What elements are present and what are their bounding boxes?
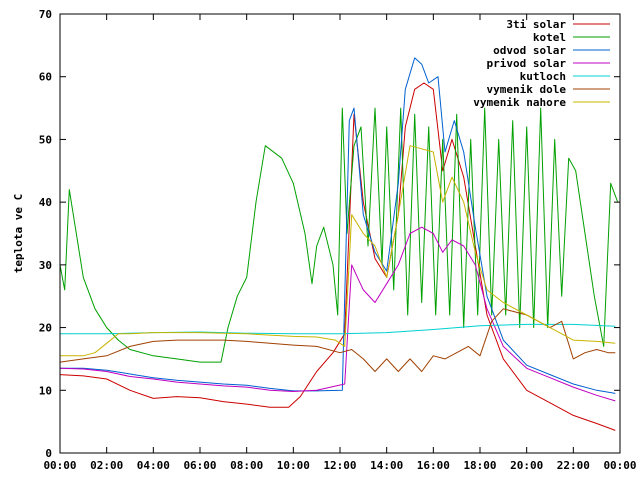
- y-tick-label: 20: [39, 322, 52, 335]
- x-tick-label: 10:00: [277, 459, 310, 472]
- y-tick-label: 50: [39, 133, 52, 146]
- legend-label: vymenik dole: [487, 83, 567, 96]
- x-tick-label: 04:00: [137, 459, 170, 472]
- legend-label: kutloch: [520, 70, 566, 83]
- y-axis-label: teplota ve C: [12, 194, 25, 273]
- x-tick-label: 14:00: [370, 459, 403, 472]
- plot-lines: [59, 57, 619, 431]
- legend-label: 3ti solar: [506, 18, 566, 31]
- x-tick-label: 12:00: [323, 459, 356, 472]
- series-line-6: [60, 145, 616, 357]
- x-tick-label: 20:00: [510, 459, 543, 472]
- legend-label: kotel: [533, 31, 566, 44]
- y-tick-label: 60: [39, 71, 52, 84]
- x-tick-label: 22:00: [557, 459, 590, 472]
- x-tick-label: 16:00: [417, 459, 450, 472]
- legend-label: privod solar: [487, 57, 567, 70]
- x-tick-label: 08:00: [230, 459, 263, 472]
- x-tick-label: 02:00: [90, 459, 123, 472]
- axis-ticks: [59, 13, 621, 454]
- x-tick-label: 00:00: [43, 459, 76, 472]
- axis-tick-labels: 0 10 20 30 40 50 60 70 00:00 02:00 04:00 06:00 08:00…: [39, 8, 637, 472]
- series-line-0: [59, 82, 616, 431]
- y-tick-label: 70: [39, 8, 52, 21]
- legend-label: odvod solar: [493, 44, 566, 57]
- y-tick-label: 10: [39, 384, 52, 397]
- y-tick-label: 40: [39, 196, 52, 209]
- x-tick-label: 00:00: [603, 459, 636, 472]
- y-tick-label: 0: [45, 447, 52, 460]
- y-tick-label: 30: [39, 259, 52, 272]
- series-line-1: [59, 107, 619, 363]
- series-line-3: [59, 226, 616, 402]
- x-tick-label: 06:00: [183, 459, 216, 472]
- legend-label: vymenik nahore: [473, 96, 566, 109]
- x-tick-label: 18:00: [463, 459, 496, 472]
- series-line-2: [60, 57, 616, 394]
